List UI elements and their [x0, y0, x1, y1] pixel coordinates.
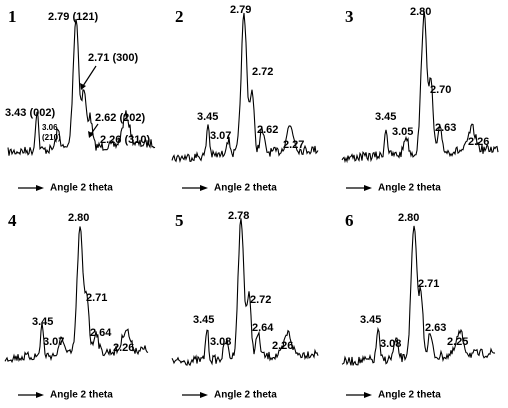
peak-label: 3.08	[380, 338, 401, 350]
axis-label: Angle 2 theta	[214, 183, 277, 194]
peak-label: 2.64	[252, 322, 274, 334]
peak-label: 2.62 (202)	[95, 112, 145, 124]
axis-arrow-head	[200, 392, 208, 398]
axis-label: Angle 2 theta	[50, 390, 113, 401]
peak-label: 2.70	[430, 84, 451, 96]
panel-number: 2	[175, 7, 184, 26]
peak-label: 3.45	[197, 111, 218, 123]
axis-arrow-head	[36, 392, 44, 398]
peak-label: 2.79	[230, 4, 251, 16]
peak-label: 2.64	[90, 327, 112, 339]
peak-label: 3.45	[32, 316, 53, 328]
peak-label: 2.27	[283, 139, 304, 151]
xrd-trace	[341, 225, 496, 366]
panel-number: 4	[8, 211, 17, 230]
axis-label: Angle 2 theta	[378, 390, 441, 401]
peak-label: 2.71	[86, 292, 107, 304]
peak-label: 3.45	[193, 314, 214, 326]
panel-1-arrows	[80, 65, 99, 138]
peak-label: 3.45	[360, 314, 381, 326]
peak-label: (210)	[42, 133, 61, 142]
axis-arrow-head	[36, 185, 44, 191]
axis-label: Angle 2 theta	[378, 183, 441, 194]
axis-arrow-head	[200, 185, 208, 191]
peak-label: 3.08	[210, 336, 231, 348]
pointer-head	[80, 83, 86, 90]
peak-label: 3.06	[42, 123, 58, 132]
peak-label: 2.26	[113, 342, 134, 354]
peak-label: 2.71	[418, 278, 439, 290]
peak-label: 2.80	[410, 6, 431, 18]
pointer	[82, 65, 97, 87]
panel-number: 5	[175, 211, 184, 230]
peak-label: 3.05	[392, 126, 413, 138]
axis-arrow-head	[364, 392, 372, 398]
xrd-trace	[7, 19, 156, 157]
xrd-trace	[171, 218, 319, 367]
peak-label: 2.63	[425, 322, 446, 334]
peak-label: 2.26	[468, 136, 489, 148]
panel-number: 3	[345, 7, 354, 26]
peak-label: 2.79 (121)	[48, 11, 98, 23]
peak-label: 3.45	[375, 111, 396, 123]
panel-number: 1	[8, 7, 17, 26]
peak-label: 2.80	[398, 212, 419, 224]
peak-label: 3.43 (002)	[5, 107, 55, 119]
pointer-head	[88, 131, 94, 138]
xrd-trace	[171, 12, 319, 164]
peak-label: 2.26 (310)	[100, 134, 150, 146]
peak-label: 2.80	[68, 212, 89, 224]
xrd-trace	[341, 10, 499, 164]
peak-label: 2.78	[228, 210, 249, 222]
axis-arrow-head	[364, 185, 372, 191]
peak-label: 2.72	[252, 66, 273, 78]
axis-label: Angle 2 theta	[214, 390, 277, 401]
peak-label: 2.25	[447, 336, 468, 348]
panel-number: 6	[345, 211, 354, 230]
peak-label: 3.07	[210, 130, 231, 142]
pointer	[90, 123, 99, 135]
peak-label: 2.71 (300)	[88, 52, 138, 64]
peak-label: 2.72	[250, 294, 271, 306]
xrd-trace	[4, 226, 149, 364]
peak-label: 2.63	[435, 122, 456, 134]
axis-label: Angle 2 theta	[50, 183, 113, 194]
